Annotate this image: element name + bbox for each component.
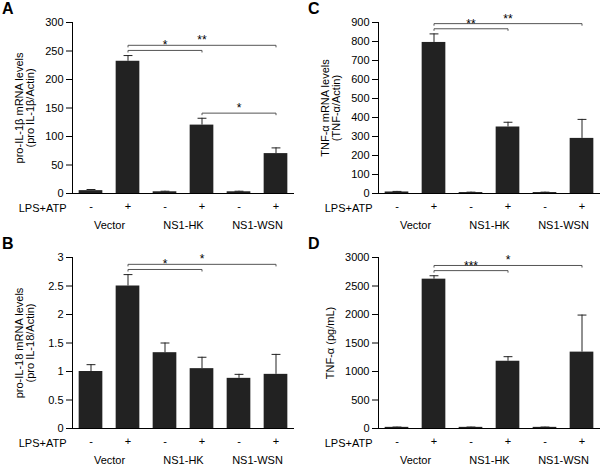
svg-text:pro-IL-1β mRNA levels(pro IL-1: pro-IL-1β mRNA levels(pro IL-1β/Actin) [13,52,36,163]
svg-text:*: * [163,38,168,52]
svg-text:-: - [237,200,241,212]
svg-text:0.5: 0.5 [48,394,63,406]
svg-text:+: + [505,200,511,212]
svg-text:Vector: Vector [94,219,126,231]
svg-text:900: 900 [351,16,369,28]
svg-text:NS1-WSN: NS1-WSN [538,219,589,231]
html-text:A: A [2,0,14,17]
svg-text:+: + [579,200,585,212]
svg-text:0: 0 [57,187,63,199]
svg-text:500: 500 [351,92,369,104]
svg-text:**: ** [197,33,207,47]
svg-text:3000: 3000 [345,251,369,263]
svg-text:NS1-HK: NS1-HK [469,454,510,466]
svg-text:150: 150 [45,102,63,114]
svg-text:500: 500 [351,394,369,406]
svg-text:-: - [469,200,473,212]
svg-text:+: + [125,435,131,447]
svg-text:600: 600 [351,73,369,85]
svg-text:+: + [431,435,437,447]
svg-text:-: - [395,200,399,212]
svg-text:300: 300 [351,130,369,142]
svg-text:300: 300 [45,16,63,28]
svg-text:Vector: Vector [400,219,432,231]
svg-text:-: - [89,435,93,447]
svg-text:-: - [163,435,167,447]
svg-text:700: 700 [351,54,369,66]
svg-text:-: - [163,200,167,212]
svg-text:2: 2 [57,308,63,320]
svg-text:50: 50 [51,159,63,171]
svg-text:NS1-HK: NS1-HK [469,219,510,231]
svg-text:1000: 1000 [345,365,369,377]
svg-text:-: - [395,435,399,447]
svg-text:2000: 2000 [345,308,369,320]
svg-text:*: * [200,252,205,266]
svg-text:100: 100 [45,130,63,142]
svg-text:+: + [199,200,205,212]
svg-text:1500: 1500 [345,337,369,349]
svg-text:TNF-α mRNA levels(TNF-α/Actin): TNF-α mRNA levels(TNF-α/Actin) [319,59,342,157]
svg-text:+: + [125,200,131,212]
svg-text:-: - [469,435,473,447]
svg-text:1.5: 1.5 [48,337,63,349]
svg-text:1: 1 [57,365,63,377]
svg-text:+: + [273,435,279,447]
svg-text:LPS+ATP: LPS+ATP [325,437,373,449]
svg-text:LPS+ATP: LPS+ATP [19,202,67,214]
svg-text:pro-IL-18 mRNA levels(pro IL-1: pro-IL-18 mRNA levels(pro IL-18/Actin) [13,287,36,398]
svg-text:2500: 2500 [345,280,369,292]
svg-text:0: 0 [363,187,369,199]
html-text:D: D [308,235,320,252]
svg-text:+: + [431,200,437,212]
svg-text:800: 800 [351,35,369,47]
svg-text:0: 0 [57,422,63,434]
svg-text:NS1-HK: NS1-HK [163,454,204,466]
svg-text:NS1-WSN: NS1-WSN [232,219,283,231]
svg-text:+: + [505,435,511,447]
svg-text:*: * [163,257,168,271]
svg-text:NS1-HK: NS1-HK [163,219,204,231]
svg-text:3: 3 [57,251,63,263]
svg-text:**: ** [503,12,513,26]
svg-text:2.5: 2.5 [48,280,63,292]
svg-text:+: + [579,435,585,447]
svg-text:*: * [506,253,511,267]
svg-text:250: 250 [45,45,63,57]
svg-text:Vector: Vector [400,454,432,466]
svg-text:NS1-WSN: NS1-WSN [232,454,283,466]
svg-text:+: + [199,435,205,447]
svg-text:200: 200 [351,149,369,161]
svg-text:LPS+ATP: LPS+ATP [325,202,373,214]
svg-text:-: - [543,200,547,212]
svg-text:-: - [543,435,547,447]
svg-text:+: + [273,200,279,212]
svg-text:LPS+ATP: LPS+ATP [19,437,67,449]
svg-text:*: * [237,101,242,115]
svg-text:100: 100 [351,168,369,180]
svg-text:200: 200 [45,73,63,85]
svg-text:0: 0 [363,422,369,434]
svg-text:-: - [89,200,93,212]
svg-text:NS1-WSN: NS1-WSN [538,454,589,466]
svg-text:***: *** [464,259,478,273]
svg-text:TNF-α (pg/mL): TNF-α (pg/mL) [324,307,336,379]
svg-text:**: ** [466,17,476,31]
html-text:B: B [2,235,14,252]
html-text:C: C [308,0,320,17]
svg-text:400: 400 [351,111,369,123]
svg-text:Vector: Vector [94,454,126,466]
svg-text:-: - [237,435,241,447]
